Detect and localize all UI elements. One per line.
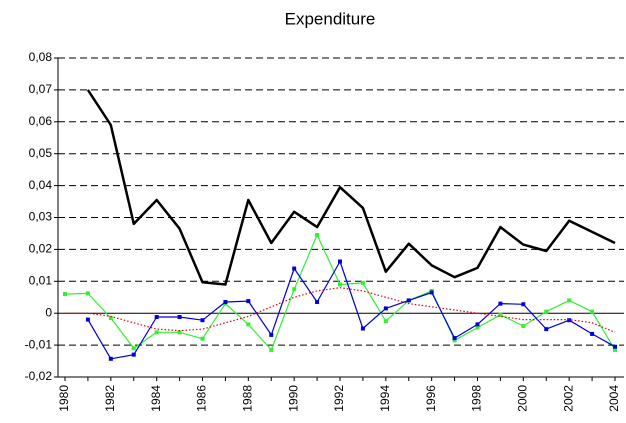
point [108, 356, 113, 361]
point [246, 299, 251, 304]
point [292, 287, 297, 292]
x-tick-label: 1984 [149, 385, 163, 412]
point [613, 347, 617, 352]
point [521, 323, 526, 328]
point [590, 309, 595, 314]
point [108, 315, 113, 320]
point [63, 292, 67, 297]
point [223, 300, 228, 305]
series-line [65, 287, 616, 333]
y-tick-label: -0,02 [25, 369, 53, 383]
point [246, 322, 251, 327]
x-tick-label: 1988 [241, 385, 255, 412]
x-tick-label: 2004 [607, 385, 621, 412]
point [521, 302, 526, 307]
y-tick-label: -0,01 [25, 337, 53, 351]
point [567, 318, 572, 323]
x-tick-label: 1998 [470, 385, 484, 412]
point [544, 327, 549, 332]
point [131, 346, 136, 351]
x-tick-label: 1996 [424, 385, 438, 412]
x-tick-label: 1994 [378, 385, 392, 412]
x-tick-label: 1982 [103, 385, 117, 412]
y-tick-label: 0 [45, 305, 52, 319]
point [406, 298, 411, 303]
point [154, 315, 159, 320]
point [475, 322, 480, 327]
point [590, 331, 595, 336]
point [452, 336, 457, 341]
point [360, 280, 365, 285]
point [475, 325, 480, 330]
point [292, 266, 297, 271]
point [177, 315, 182, 320]
point [269, 347, 274, 352]
point [269, 332, 274, 337]
point [338, 259, 342, 264]
point [131, 352, 136, 357]
point [383, 306, 388, 311]
point [567, 298, 572, 303]
x-tick-label: 1990 [286, 385, 300, 412]
point [85, 317, 90, 322]
y-tick-label: 0,04 [29, 178, 53, 192]
x-tick-label: 1992 [332, 385, 346, 412]
x-tick-label: 1986 [195, 385, 209, 412]
y-tick-label: 0,05 [29, 146, 53, 160]
point [315, 300, 320, 305]
chart-title: Expenditure [285, 9, 376, 28]
x-tick-label: 2000 [516, 385, 530, 412]
x-tick-label: 2002 [561, 385, 575, 412]
point [154, 330, 159, 335]
point [315, 233, 320, 238]
y-tick-label: 0,02 [29, 242, 53, 256]
y-tick-label: 0,08 [29, 50, 53, 64]
y-tick-label: 0,06 [29, 114, 53, 128]
point [613, 344, 617, 349]
series-line [87, 260, 616, 360]
point [544, 309, 549, 314]
point [200, 336, 205, 341]
y-tick-label: 0,07 [29, 82, 53, 96]
point [498, 301, 503, 306]
y-tick-label: 0,01 [29, 273, 53, 287]
point [429, 290, 434, 295]
point [360, 326, 365, 331]
point [498, 312, 503, 317]
y-tick-label: 0,03 [29, 210, 53, 224]
point [200, 318, 205, 323]
series-line [86, 89, 616, 286]
point [85, 291, 90, 296]
point [338, 282, 342, 287]
point [452, 338, 457, 343]
point [177, 330, 182, 335]
point [383, 319, 388, 324]
x-tick-label: 1980 [57, 385, 71, 412]
